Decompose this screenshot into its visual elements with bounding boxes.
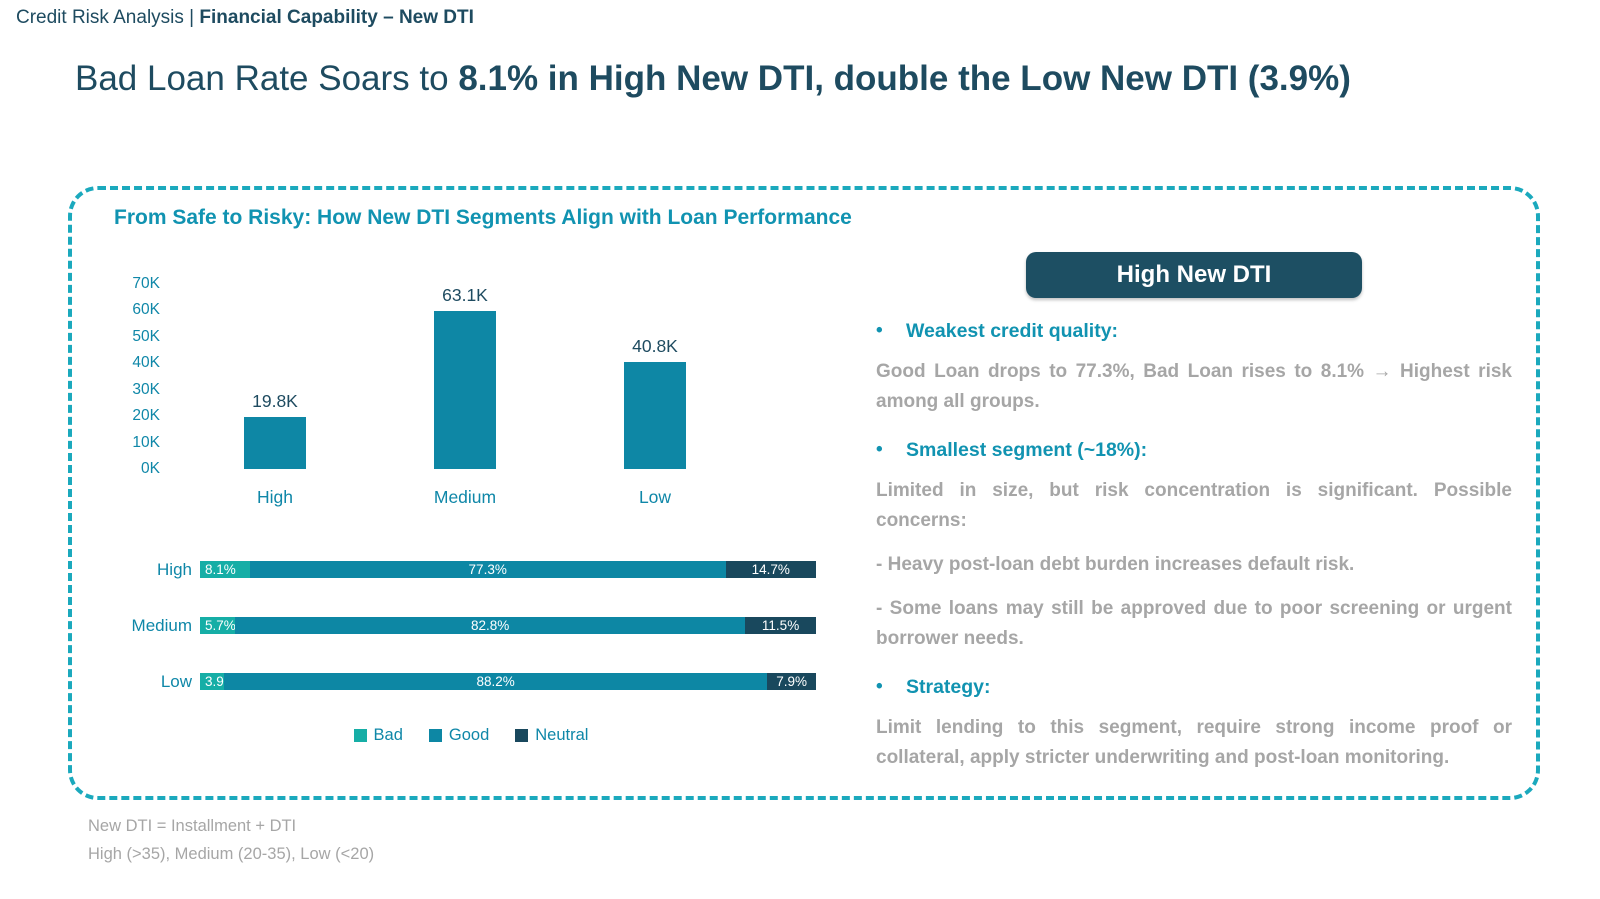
loan-performance-stacked-chart: High 8.1% 77.3% 14.7% Medium 5.7% 82.8% 11.5% Lo… — [126, 559, 826, 729]
bar-value-label: 63.1K — [442, 285, 488, 305]
vchart-categories: High Medium Low — [180, 487, 750, 508]
bullet-heading-label: Strategy: — [906, 676, 991, 698]
volume-bar-chart: 70K 60K 50K 40K 30K 20K 10K 0K 19.8K 63.1K 40.8K — [102, 276, 750, 476]
legend-label-neutral: Neutral — [535, 726, 589, 744]
page-title: Bad Loan Rate Soars to 8.1% in High New … — [75, 54, 1507, 103]
headline-bold-2: double the Low New DTI (3.9%) — [833, 59, 1351, 98]
bar-value-label: 19.8K — [252, 391, 298, 411]
stacked-bar-high: 8.1% 77.3% 14.7% — [200, 561, 816, 578]
breadcrumb: Credit Risk Analysis | Financial Capabil… — [16, 7, 474, 29]
row-label-low: Low — [160, 671, 192, 691]
bar-low — [624, 362, 686, 469]
segment-bad: 8.1% — [200, 561, 250, 578]
breadcrumb-prefix: Credit Risk Analysis | — [16, 7, 200, 28]
bullet-list: • Weakest credit quality: Good Loan drop… — [876, 320, 1512, 773]
segment-neutral: 7.9% — [767, 673, 816, 690]
footnote-definition: New DTI = Installment + DTI — [88, 817, 297, 835]
y-axis-tick: 30K — [132, 380, 160, 398]
category-label-low: Low — [638, 487, 672, 507]
y-axis-tick: 40K — [132, 354, 160, 372]
y-axis-tick: 60K — [132, 301, 160, 319]
bullet-dot-icon: • — [876, 320, 883, 341]
segment-neutral: 11.5% — [745, 617, 816, 634]
legend-swatch-neutral-icon — [515, 729, 529, 742]
row-label-high: High — [157, 559, 192, 579]
bullet-heading-label: Smallest segment (~18%): — [906, 439, 1148, 461]
chart-legend: Bad Good Neutral — [126, 726, 816, 745]
bullet-heading-smallest-segment: • Smallest segment (~18%): — [876, 439, 1512, 462]
bullet-paragraph: - Heavy post-loan debt burden increases … — [876, 554, 1355, 575]
bullet-heading-strategy: • Strategy: — [876, 676, 1512, 699]
bar-group-low: 40.8K — [560, 285, 750, 469]
segment-good: 88.2% — [224, 673, 768, 690]
bullet-heading-label: Weakest credit quality: — [906, 320, 1119, 342]
legend-swatch-good-icon — [428, 729, 442, 742]
bar-high — [244, 417, 306, 469]
bar-medium — [434, 311, 496, 469]
commentary-panel: High New DTI • Weakest credit quality: G… — [876, 252, 1512, 773]
y-axis-tick: 70K — [132, 275, 160, 292]
segment-bad: 3.9% — [200, 673, 236, 690]
legend-item-good: Good — [428, 726, 490, 745]
stacked-row-low: Low 3.9% 88.2% 7.9% — [126, 671, 826, 691]
legend-item-bad: Bad — [353, 726, 403, 745]
headline-bold-1: 8.1% in High New DTI — [458, 59, 815, 98]
stacked-row-medium: Medium 5.7% 82.8% 11.5% — [126, 615, 826, 635]
legend-label-bad: Bad — [373, 726, 403, 744]
footnotes: New DTI = Installment + DTI High (>35), … — [88, 812, 374, 868]
y-axis-tick: 20K — [132, 407, 160, 425]
bullet-paragraph: Good Loan drops to 77.3%, Bad Loan rises… — [876, 361, 1512, 412]
category-label-high: High — [257, 487, 293, 507]
bar-value-label: 40.8K — [632, 336, 678, 356]
bullet-dot-icon: • — [876, 676, 883, 697]
bullet-heading-weakest-credit-quality: • Weakest credit quality: — [876, 320, 1512, 343]
chart-title: From Safe to Risky: How New DTI Segments… — [114, 206, 852, 229]
category-label-medium: Medium — [433, 487, 497, 507]
y-axis-tick: 10K — [132, 433, 160, 451]
headline-separator: , — [814, 59, 834, 98]
legend-swatch-bad-icon — [353, 729, 367, 742]
footnote-thresholds: High (>35), Medium (20-35), Low (<20) — [88, 845, 375, 863]
stacked-rows: High 8.1% 77.3% 14.7% Medium 5.7% 82.8% 11.5% Lo… — [126, 559, 826, 691]
segment-good: 82.8% — [235, 617, 746, 634]
dashed-content-box: From Safe to Risky: How New DTI Segments… — [68, 186, 1540, 800]
stacked-bar-medium: 5.7% 82.8% 11.5% — [200, 617, 816, 634]
breadcrumb-emphasis: Financial Capability – New DTI — [199, 7, 474, 28]
headline-normal-1: Bad Loan Rate Soars to — [75, 59, 459, 98]
bullet-paragraph: Limited in size, but risk concentration … — [876, 480, 1512, 531]
bullet-paragraph: - Some loans may still be approved due t… — [876, 598, 1512, 649]
legend-item-neutral: Neutral — [515, 726, 588, 745]
segment-badge: High New DTI — [1026, 252, 1362, 298]
stacked-bar-low: 3.9% 88.2% 7.9% — [200, 673, 816, 690]
row-label-medium: Medium — [131, 615, 192, 635]
vchart-yaxis: 70K 60K 50K 40K 30K 20K 10K 0K — [102, 276, 160, 476]
y-axis-tick: 50K — [132, 327, 160, 345]
stacked-row-high: High 8.1% 77.3% 14.7% — [126, 559, 826, 579]
vchart-plot: 19.8K 63.1K 40.8K — [180, 285, 750, 469]
y-axis-tick: 0K — [141, 459, 160, 477]
bar-group-medium: 63.1K — [370, 285, 560, 469]
bar-group-high: 19.8K — [180, 285, 370, 469]
bullet-paragraph: Limit lending to this segment, require s… — [876, 717, 1512, 768]
segment-good: 77.3% — [249, 561, 726, 578]
segment-neutral: 14.7% — [725, 561, 816, 578]
bullet-dot-icon: • — [876, 439, 883, 460]
legend-label-good: Good — [448, 726, 490, 744]
segment-bad: 5.7% — [200, 617, 236, 634]
